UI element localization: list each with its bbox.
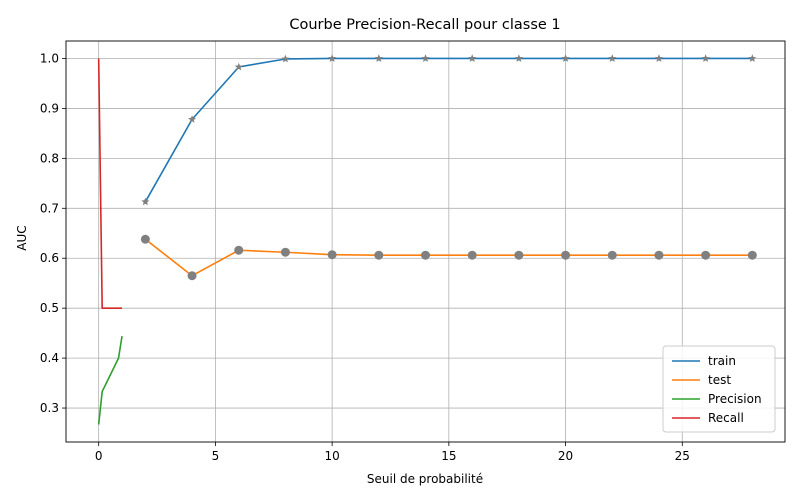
x-tick-label: 0 bbox=[95, 449, 103, 463]
data-point bbox=[748, 54, 757, 62]
data-point bbox=[187, 271, 197, 281]
data-point bbox=[140, 234, 150, 244]
data-point bbox=[234, 245, 244, 255]
y-tick-label: 0.9 bbox=[40, 101, 59, 115]
y-tick-label: 0.7 bbox=[40, 201, 59, 215]
series-line-train bbox=[144, 57, 753, 203]
data-point bbox=[467, 250, 477, 260]
series-recall bbox=[97, 58, 123, 309]
data-point bbox=[607, 250, 617, 260]
y-axis-label: AUC bbox=[15, 225, 29, 250]
data-point bbox=[514, 54, 523, 62]
x-tick-label: 5 bbox=[212, 449, 220, 463]
y-tick-label: 0.6 bbox=[40, 251, 59, 265]
data-point bbox=[421, 250, 430, 260]
legend-label: train bbox=[708, 354, 736, 368]
data-point bbox=[327, 250, 337, 260]
series-test bbox=[140, 234, 757, 281]
legend-label: test bbox=[708, 373, 731, 387]
data-point bbox=[654, 54, 663, 62]
x-tick-label: 20 bbox=[558, 449, 573, 463]
data-point bbox=[514, 250, 524, 260]
x-axis: 0 5 10 15 20 25 bbox=[95, 442, 690, 463]
y-tick-label: 0.5 bbox=[40, 301, 59, 315]
data-point bbox=[468, 54, 477, 62]
data-point bbox=[374, 54, 383, 62]
x-tick-label: 10 bbox=[324, 449, 339, 463]
series-precision bbox=[97, 336, 123, 425]
legend-label: Recall bbox=[708, 411, 744, 425]
plot-frame bbox=[65, 40, 786, 443]
data-point bbox=[141, 197, 150, 206]
y-tick-label: 0.3 bbox=[40, 401, 59, 415]
series-line-recall bbox=[97, 58, 123, 309]
legend: train test Precision Recall bbox=[662, 345, 776, 433]
data-point bbox=[608, 54, 617, 62]
series-layer bbox=[97, 54, 757, 425]
y-tick-label: 0.8 bbox=[40, 151, 59, 165]
data-point bbox=[281, 54, 290, 63]
series-line-precision bbox=[97, 336, 123, 425]
data-point bbox=[280, 247, 290, 257]
data-point bbox=[328, 54, 337, 62]
series-train bbox=[141, 54, 757, 206]
data-point bbox=[374, 250, 384, 260]
data-point bbox=[701, 250, 711, 260]
data-point bbox=[561, 250, 571, 260]
y-tick-label: 0.4 bbox=[40, 351, 59, 365]
data-point bbox=[747, 250, 757, 260]
legend-label: Precision bbox=[708, 392, 762, 406]
chart-title: Courbe Precision-Recall pour classe 1 bbox=[289, 17, 560, 33]
data-point bbox=[654, 250, 664, 260]
series-line-test bbox=[144, 238, 753, 277]
data-point bbox=[234, 62, 243, 71]
x-tick-label: 15 bbox=[441, 449, 456, 463]
data-point bbox=[701, 54, 710, 62]
x-axis-label: Seuil de probabilité bbox=[367, 472, 483, 486]
data-point bbox=[421, 54, 430, 62]
x-tick-label: 25 bbox=[675, 449, 690, 463]
y-axis: 0.3 0.4 0.5 0.6 0.7 0.8 0.9 1.0 bbox=[40, 51, 66, 415]
data-point bbox=[561, 54, 570, 62]
y-tick-label: 1.0 bbox=[40, 51, 59, 65]
data-point bbox=[188, 115, 197, 123]
legend-box bbox=[662, 345, 776, 433]
